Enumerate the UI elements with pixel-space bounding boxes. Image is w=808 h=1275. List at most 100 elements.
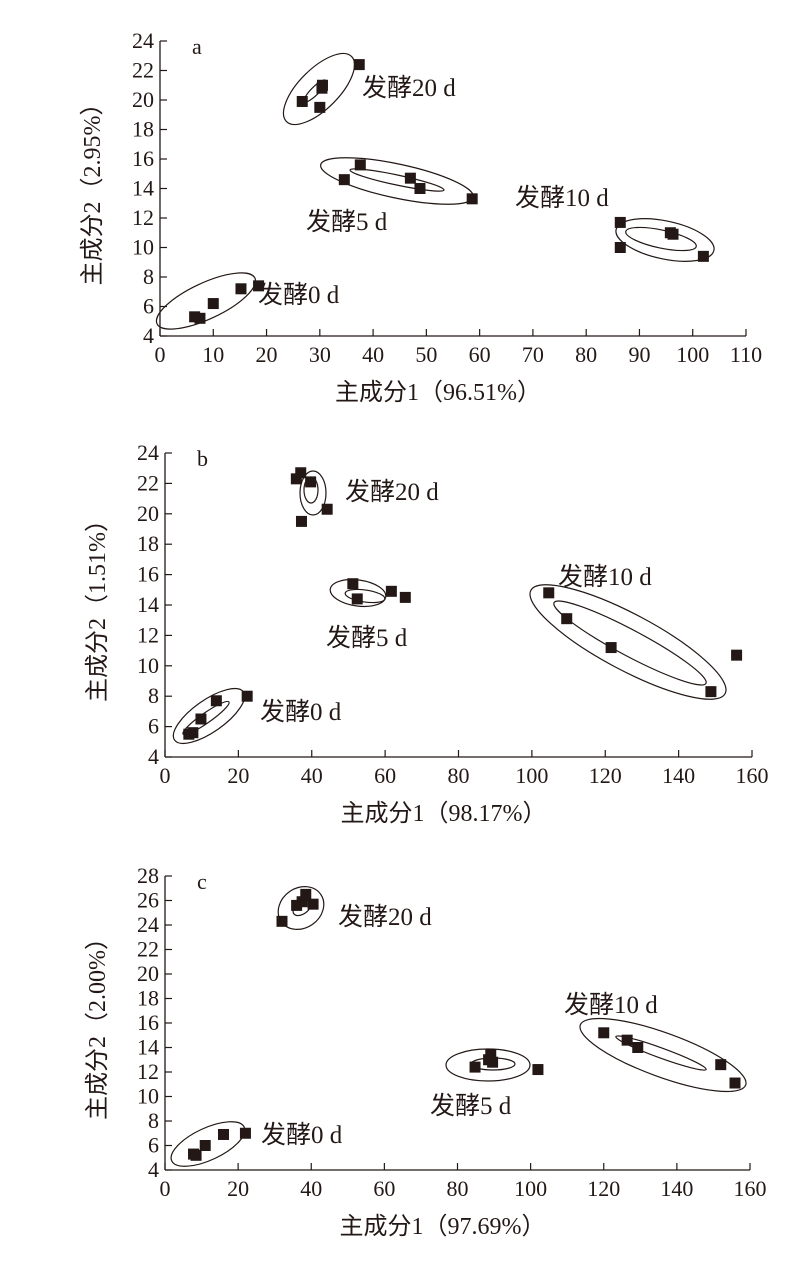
data-point (347, 578, 359, 590)
group-label: 发酵20 d (345, 478, 439, 506)
data-point (241, 690, 253, 702)
data-point (253, 280, 265, 292)
confidence-ellipse (299, 470, 327, 516)
y-tick-label: 14 (137, 1035, 159, 1060)
y-tick-label: 10 (132, 235, 154, 260)
confidence-ellipse (625, 226, 697, 252)
data-point (731, 649, 743, 661)
y-tick-label: 4 (148, 1157, 159, 1182)
y-tick-label: 20 (132, 87, 154, 112)
data-point (296, 95, 308, 107)
data-point (296, 896, 308, 908)
y-tick-label: 12 (132, 205, 154, 230)
panel-label: b (197, 446, 208, 471)
data-point (207, 298, 219, 310)
group-3: 发酵20 d (276, 886, 432, 931)
x-tick-label: 60 (374, 763, 396, 788)
y-tick-label: 16 (137, 1010, 159, 1035)
group-1: 发酵5 d (430, 1048, 544, 1120)
confidence-ellipse (553, 600, 707, 686)
panel-label: a (192, 34, 202, 59)
data-point (715, 1059, 727, 1071)
y-tick-label: 18 (137, 531, 159, 556)
data-point (667, 228, 679, 240)
x-tick-label: 80 (575, 342, 597, 367)
x-tick-label: 80 (447, 1176, 469, 1201)
confidence-ellipse (529, 584, 727, 700)
data-point (598, 1027, 610, 1039)
group-3: 发酵20 d (290, 467, 439, 527)
x-tick-label: 40 (362, 342, 384, 367)
data-point (729, 1077, 741, 1089)
group-1: 发酵5 d (306, 157, 478, 236)
group-label: 发酵20 d (338, 903, 432, 931)
group-1: 发酵5 d (326, 578, 411, 652)
x-tick-label: 80 (448, 763, 470, 788)
data-point (295, 467, 307, 479)
x-axis-title: 主成分1（96.51%） (335, 379, 541, 406)
y-tick-label: 28 (137, 863, 159, 888)
y-tick-label: 4 (143, 323, 154, 348)
group-label: 发酵0 d (258, 281, 340, 309)
x-tick-label: 20 (227, 1176, 249, 1201)
data-point (307, 898, 319, 910)
x-tick-label: 70 (522, 342, 544, 367)
y-tick-label: 14 (137, 592, 159, 617)
x-tick-label: 10 (202, 342, 224, 367)
group-3: 发酵20 d (282, 52, 456, 126)
x-tick-label: 90 (628, 342, 650, 367)
group-0: 发酵0 d (172, 687, 342, 745)
group-label: 发酵10 d (558, 563, 652, 591)
data-point (239, 1127, 251, 1139)
y-tick-label: 14 (132, 176, 154, 201)
group-label: 发酵0 d (260, 698, 342, 726)
y-tick-label: 12 (137, 1059, 159, 1084)
confidence-ellipse (155, 272, 257, 330)
confidence-ellipse (172, 687, 246, 745)
y-tick-label: 22 (132, 58, 154, 83)
data-point (314, 101, 326, 113)
data-point (316, 79, 328, 91)
x-tick-label: 40 (300, 1176, 322, 1201)
confidence-ellipse (445, 1048, 531, 1082)
y-tick-label: 12 (137, 622, 159, 647)
data-point (199, 1140, 211, 1151)
y-tick-label: 10 (137, 1084, 159, 1109)
data-point (614, 242, 626, 253)
data-point (632, 1042, 644, 1053)
x-tick-label: 100 (514, 1176, 547, 1201)
x-tick-label: 100 (676, 342, 709, 367)
x-tick-label: 100 (515, 763, 548, 788)
y-tick-label: 8 (148, 683, 159, 708)
group-2: 发酵10 d (564, 991, 747, 1093)
x-tick-label: 60 (469, 342, 491, 367)
x-tick-label: 40 (301, 763, 323, 788)
group-2: 发酵10 d (515, 184, 715, 262)
y-tick-label: 24 (137, 440, 159, 465)
confidence-ellipse (349, 168, 445, 192)
x-tick-label: 20 (227, 763, 249, 788)
data-point (305, 476, 317, 488)
confidence-ellipse (615, 218, 715, 262)
data-point (276, 915, 288, 927)
data-point (218, 1128, 229, 1140)
y-axis-title: 主成分2（2.00%） (84, 926, 111, 1120)
data-point (351, 593, 363, 605)
data-point (404, 172, 416, 184)
data-point (290, 473, 302, 485)
y-tick-label: 4 (148, 744, 159, 769)
data-point (614, 216, 626, 228)
panel-label: c (197, 869, 207, 894)
x-axis-title: 主成分1（97.69%） (340, 1213, 546, 1240)
confidence-ellipse (282, 52, 356, 126)
data-point (621, 1034, 633, 1046)
panel-b: 0 20 40 60 80 100 120 140 160 4 6 8 10 12 14 16 18 20 22 24… (84, 440, 769, 827)
data-point (354, 159, 366, 171)
data-point (321, 503, 333, 515)
group-0: 发酵0 d (170, 1121, 343, 1167)
y-tick-label: 18 (132, 117, 154, 142)
data-point (385, 585, 397, 597)
y-tick-label: 26 (137, 888, 159, 913)
panel-c: 0 20 40 60 80 100 120 140 1604681012141618202224… (84, 863, 767, 1240)
data-point (414, 183, 426, 194)
